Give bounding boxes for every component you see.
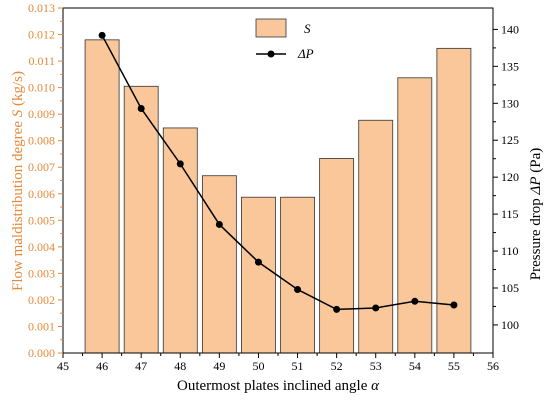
line-dp-series [101,34,454,311]
legend: S ΔP [255,18,314,61]
y-left-tick-label-10: 0.010 [28,81,55,95]
bar-s-46 [84,39,120,354]
y-right-tick-label-140: 140 [501,22,519,36]
legend-label-dp: ΔP [297,46,314,61]
y-left-tick-label-4: 0.004 [28,240,55,254]
y-axis-title-right: Pressure drop ΔP (Pa) [528,148,544,281]
point-dp-49 [215,220,223,228]
y-right-tick-label-105: 105 [501,281,519,295]
line-layer [98,31,458,313]
y-left-tick-label-11: 0.011 [28,54,55,68]
point-dp-50 [254,258,262,266]
x-axis-title-text: Outermost plates inclined angle [177,378,371,394]
y-left-tick-label-3: 0.003 [28,266,55,280]
x-tick-label-48: 48 [174,359,186,373]
point-dp-54 [411,297,419,305]
x-tick-label-47: 47 [135,359,147,373]
y-axis-title-right-symbol: ΔP [528,176,544,195]
point-dp-53 [372,304,380,312]
y-axis-title-left-symbol: S [10,109,26,117]
y-left-tick-label-7: 0.007 [28,160,55,174]
x-tick-label-55: 55 [448,359,460,373]
bar-s-50 [241,196,276,354]
y-right-tick-label-130: 130 [501,96,519,110]
bars-layer [84,39,472,354]
point-dp-48 [176,160,184,168]
y-left-tick-label-12: 0.012 [28,28,55,42]
y-left-tick-label-2: 0.002 [28,293,55,307]
bar-s-52 [319,158,355,354]
y-axis-title-right-post: (Pa) [528,148,544,177]
y-left-tick-label-13: 0.013 [28,1,55,15]
y-axis-title-left: Flow maldistribution degree S (kg/s) [10,71,26,291]
point-dp-46 [98,31,106,39]
y-left-tick-label-1: 0.001 [28,319,55,333]
y-axis-title-left-post: (kg/s) [10,71,26,110]
y-left-tick-label-8: 0.008 [28,134,55,148]
y-right-tick-label-100: 100 [501,318,519,332]
point-dp-55 [450,301,458,309]
y-axis-title-left-pre: Flow maldistribution degree [10,117,26,291]
bar-s-53 [358,119,394,354]
bar-s-54 [397,77,433,354]
y-left-tick-label-6: 0.006 [28,187,55,201]
x-tick-label-53: 53 [370,359,382,373]
bar-s-51 [280,196,315,354]
legend-label-s: S [304,21,311,36]
y-axis-title-right-pre: Pressure drop [528,194,544,280]
y-left-tick-label-5: 0.005 [28,213,55,227]
y-right-tick-label-120: 120 [501,170,519,184]
x-tick-label-49: 49 [213,359,225,373]
bar-s-55 [436,47,472,354]
y-left-tick-label-9: 0.009 [28,107,55,121]
legend-marker-dp [267,50,275,58]
x-tick-label-46: 46 [96,359,108,373]
x-tick-label-56: 56 [487,359,499,373]
bar-s-49 [201,175,237,354]
point-dp-51 [294,285,302,293]
x-axis-title-symbol: α [371,378,380,394]
x-axis-title: Outermost plates inclined angle α [177,378,380,394]
y-right-tick-label-125: 125 [501,133,519,147]
point-dp-47 [137,104,145,112]
x-tick-label-54: 54 [409,359,421,373]
y-right-tick-label-110: 110 [501,244,519,258]
y-right-tick-label-135: 135 [501,59,519,73]
legend-swatch-s [255,18,287,38]
x-tick-label-51: 51 [292,359,304,373]
bar-s-47 [123,85,159,354]
y-right-tick-label-115: 115 [501,207,519,221]
x-tick-label-50: 50 [252,359,264,373]
ticks-layer: 45 46 47 48 49 50 51 52 53 54 55 56 0.000 0.001 0.002 0… [28,1,519,373]
x-tick-label-52: 52 [331,359,343,373]
point-dp-52 [333,305,341,313]
x-tick-label-45: 45 [57,359,69,373]
y-left-tick-label-0: 0.000 [28,346,55,360]
